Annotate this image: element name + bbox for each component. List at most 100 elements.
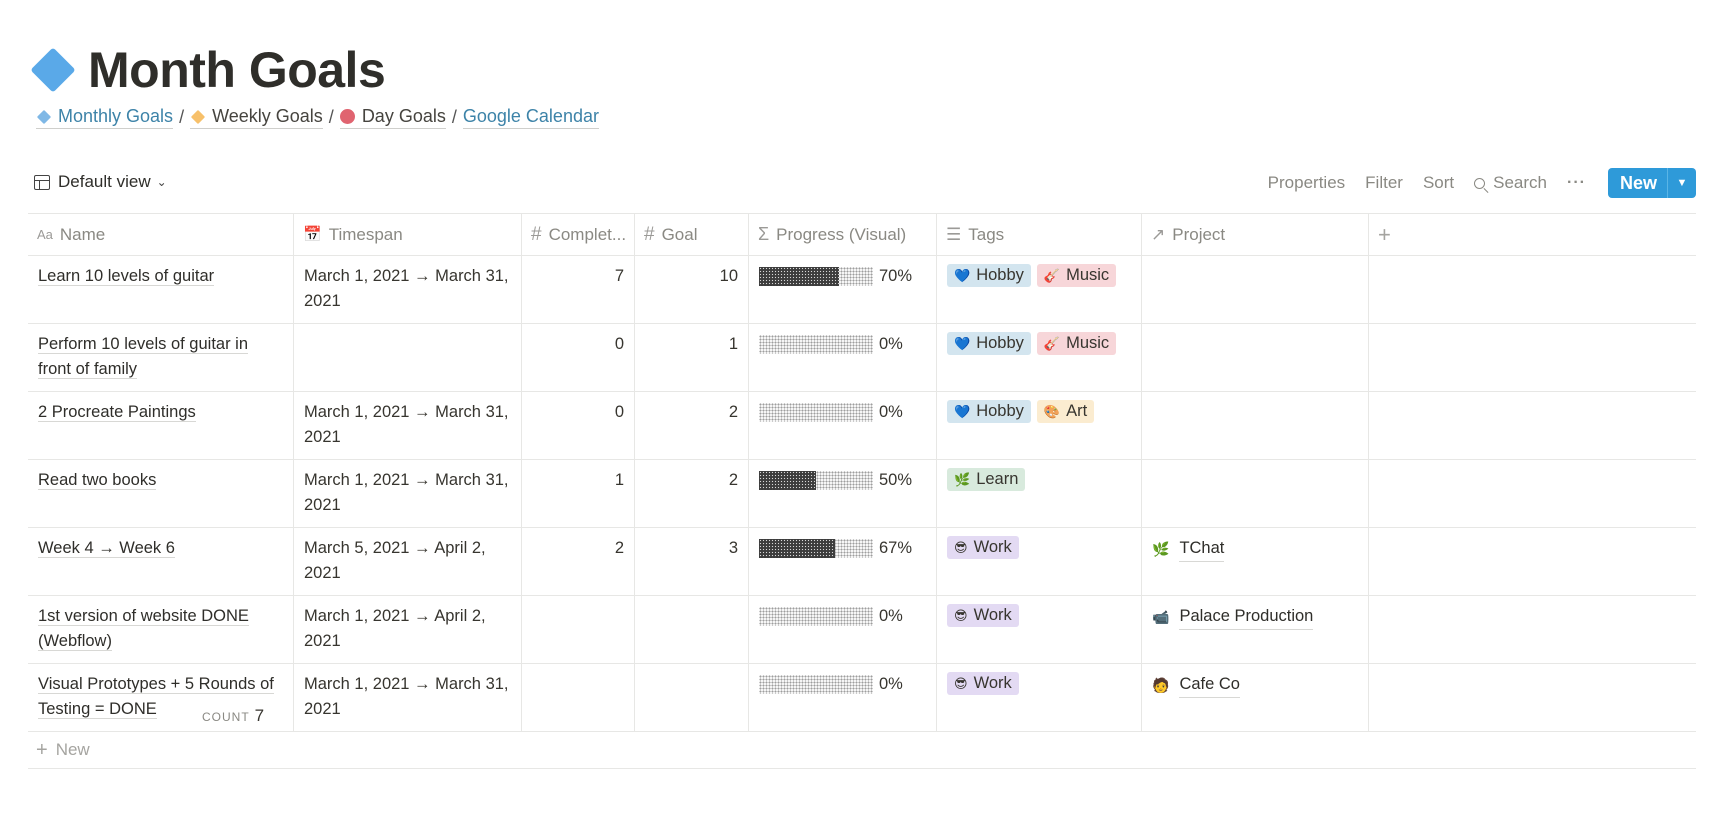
column-header-completed[interactable]: # Complet...: [522, 214, 635, 255]
filter-button[interactable]: Filter: [1365, 173, 1403, 192]
more-options-button[interactable]: ···: [1567, 174, 1586, 191]
name-cell[interactable]: Read two books: [28, 460, 294, 527]
progress-percent: 0%: [879, 607, 903, 625]
project-link[interactable]: Palace Production: [1179, 604, 1314, 630]
name-cell[interactable]: Visual Prototypes + 5 Rounds of Testing …: [28, 664, 294, 731]
completed-cell[interactable]: 0: [522, 324, 635, 391]
add-row-button[interactable]: + New: [28, 732, 1696, 769]
project-link[interactable]: TChat: [1179, 536, 1225, 562]
row-title[interactable]: Perform 10 levels of guitar in front of …: [38, 335, 249, 379]
add-property-button[interactable]: +: [1369, 214, 1696, 255]
row-title[interactable]: Read two books: [38, 471, 157, 490]
goal-cell[interactable]: 10: [635, 256, 749, 323]
timespan-cell[interactable]: March 1, 2021 → March 31, 2021: [294, 460, 522, 527]
name-cell[interactable]: Learn 10 levels of guitar: [28, 256, 294, 323]
project-cell[interactable]: [1142, 392, 1369, 459]
tags-cell[interactable]: 😎 Work: [937, 528, 1142, 595]
progress-bar: [759, 675, 873, 694]
name-cell[interactable]: Week 4 → Week 6: [28, 528, 294, 595]
formula-sigma-icon: Σ: [758, 224, 770, 244]
count-summary[interactable]: COUNT 7: [202, 706, 264, 726]
row-title[interactable]: 1st version of website DONE (Webflow): [38, 607, 249, 651]
column-header-project[interactable]: ↗ Project: [1142, 214, 1369, 255]
completed-cell[interactable]: 2: [522, 528, 635, 595]
project-cell[interactable]: 🧑 Cafe Co: [1142, 664, 1369, 731]
work-emoji-icon: 😎: [954, 608, 968, 623]
name-cell[interactable]: Perform 10 levels of guitar in front of …: [28, 324, 294, 391]
breadcrumb-separator: /: [328, 107, 334, 127]
empty-cell: [1369, 664, 1696, 731]
timespan-cell[interactable]: March 1, 2021 → March 31, 2021: [294, 664, 522, 731]
goal-cell[interactable]: [635, 596, 749, 663]
hobby-emoji-icon: 💙: [954, 336, 971, 351]
completed-cell[interactable]: [522, 664, 635, 731]
timespan-cell[interactable]: March 1, 2021 → March 31, 2021: [294, 392, 522, 459]
column-header-tags[interactable]: ☰ Tags: [937, 214, 1142, 255]
sort-button[interactable]: Sort: [1422, 173, 1455, 192]
goal-cell[interactable]: 1: [635, 324, 749, 391]
breadcrumb-weekly-goals[interactable]: Weekly Goals: [190, 106, 323, 129]
completed-cell[interactable]: 1: [522, 460, 635, 527]
table-row[interactable]: Week 4 → Week 6 March 5, 2021 → April 2, …: [28, 528, 1696, 596]
row-title[interactable]: 2 Procreate Paintings: [38, 403, 196, 422]
column-header-timespan[interactable]: 📅 Timespan: [294, 214, 522, 255]
table-row[interactable]: Read two books March 1, 2021 → March 31, …: [28, 460, 1696, 528]
new-button-group: New ▼: [1607, 168, 1696, 198]
search-label: Search: [1493, 173, 1547, 192]
table-row[interactable]: 1st version of website DONE (Webflow) Mar…: [28, 596, 1696, 664]
goal-cell[interactable]: 2: [635, 392, 749, 459]
table-row[interactable]: Learn 10 levels of guitar March 1, 2021 →…: [28, 256, 1696, 324]
timespan-cell[interactable]: March 1, 2021 → April 2, 2021: [294, 596, 522, 663]
tags-cell[interactable]: 😎 Work: [937, 664, 1142, 731]
column-header-progress[interactable]: Σ Progress (Visual): [749, 214, 937, 255]
name-cell[interactable]: 2 Procreate Paintings: [28, 392, 294, 459]
timespan-cell[interactable]: March 5, 2021 → April 2, 2021: [294, 528, 522, 595]
name-cell[interactable]: 1st version of website DONE (Webflow): [28, 596, 294, 663]
goal-cell[interactable]: 3: [635, 528, 749, 595]
project-page-icon: 🌿: [1152, 540, 1170, 557]
project-cell[interactable]: 🌿 TChat: [1142, 528, 1369, 595]
row-title[interactable]: Visual Prototypes + 5 Rounds of Testing …: [38, 675, 274, 719]
plus-icon: +: [1378, 222, 1391, 247]
timespan-cell[interactable]: March 1, 2021 → March 31, 2021: [294, 256, 522, 323]
new-dropdown-button[interactable]: ▼: [1667, 168, 1696, 198]
row-title[interactable]: Learn 10 levels of guitar: [38, 267, 215, 286]
column-header-goal[interactable]: # Goal: [635, 214, 749, 255]
project-cell[interactable]: 📹 Palace Production: [1142, 596, 1369, 663]
table-row[interactable]: Perform 10 levels of guitar in front of …: [28, 324, 1696, 392]
page-title[interactable]: Month Goals: [88, 42, 386, 98]
completed-cell[interactable]: 0: [522, 392, 635, 459]
goal-cell[interactable]: [635, 664, 749, 731]
breadcrumb-google-calendar[interactable]: Google Calendar: [462, 106, 599, 129]
column-header-name[interactable]: Aa Name: [28, 214, 294, 255]
timespan-cell[interactable]: [294, 324, 522, 391]
breadcrumb-day-goals[interactable]: Day Goals: [339, 106, 446, 129]
completed-cell[interactable]: 7: [522, 256, 635, 323]
goal-cell[interactable]: 2: [635, 460, 749, 527]
tags-cell[interactable]: 💙 Hobby 🎸 Music: [937, 324, 1142, 391]
tags-cell[interactable]: 🌿 Learn: [937, 460, 1142, 527]
orange-diamond-icon: [190, 109, 206, 125]
project-cell[interactable]: [1142, 460, 1369, 527]
tag-label: Music: [1066, 334, 1110, 352]
hobby-emoji-icon: 💙: [954, 404, 971, 419]
tag-learn: 🌿 Learn: [947, 468, 1026, 491]
project-cell[interactable]: [1142, 324, 1369, 391]
tags-cell[interactable]: 💙 Hobby 🎨 Art: [937, 392, 1142, 459]
row-title[interactable]: Week 4 → Week 6: [38, 539, 175, 558]
table-row[interactable]: 2 Procreate Paintings March 1, 2021 → Mar…: [28, 392, 1696, 460]
tags-cell[interactable]: 😎 Work: [937, 596, 1142, 663]
view-selector[interactable]: Default view ⌄: [34, 172, 167, 192]
search-button[interactable]: Search: [1474, 173, 1547, 193]
learn-emoji-icon: 🌿: [954, 472, 971, 487]
column-label: Project: [1172, 225, 1226, 244]
completed-cell[interactable]: [522, 596, 635, 663]
properties-button[interactable]: Properties: [1267, 173, 1346, 192]
project-cell[interactable]: [1142, 256, 1369, 323]
project-link[interactable]: Cafe Co: [1179, 672, 1240, 698]
new-button[interactable]: New: [1619, 173, 1657, 193]
breadcrumb-monthly-goals[interactable]: Monthly Goals: [36, 106, 174, 129]
blue-diamond-icon[interactable]: [30, 47, 76, 93]
table-row[interactable]: Visual Prototypes + 5 Rounds of Testing …: [28, 664, 1696, 732]
tags-cell[interactable]: 💙 Hobby 🎸 Music: [937, 256, 1142, 323]
